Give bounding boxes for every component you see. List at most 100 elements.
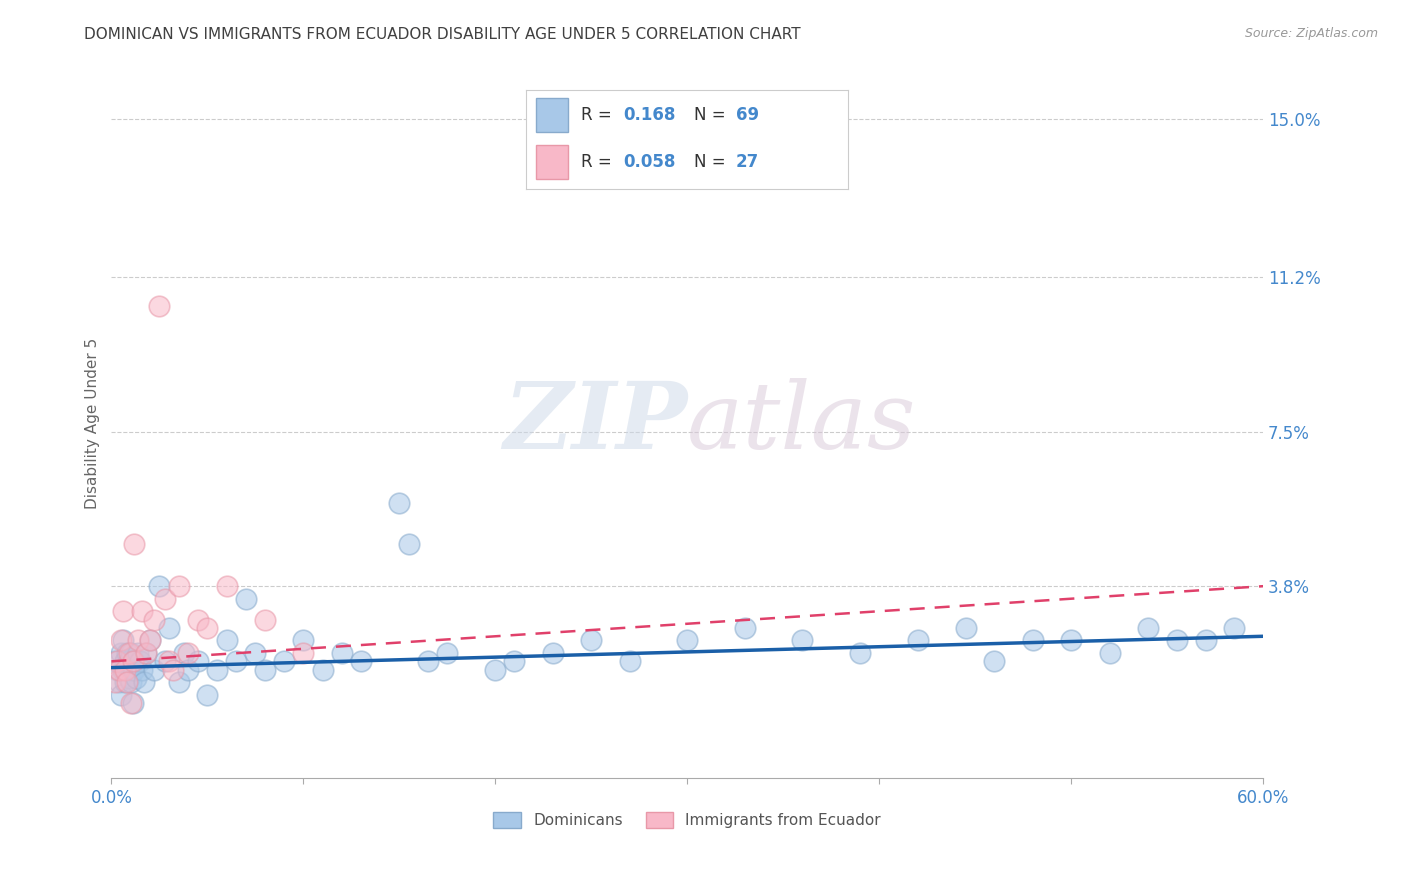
Text: atlas: atlas: [688, 378, 917, 468]
Point: [676, 633, 699, 648]
Point: [148, 579, 170, 593]
Point: [139, 633, 162, 648]
Point: [120, 675, 142, 690]
Point: [311, 663, 333, 677]
Point: [734, 621, 756, 635]
Point: [1060, 633, 1083, 648]
Point: [108, 663, 131, 677]
Point: [129, 654, 152, 668]
Point: [111, 663, 134, 677]
Point: [127, 646, 149, 660]
Point: [330, 646, 353, 660]
Point: [142, 663, 165, 677]
Point: [132, 675, 155, 690]
Point: [111, 633, 134, 648]
Point: [792, 633, 814, 648]
Point: [124, 654, 146, 668]
Point: [177, 646, 200, 660]
Point: [273, 654, 295, 668]
Point: [1223, 621, 1246, 635]
Point: [135, 646, 157, 660]
Point: [619, 654, 641, 668]
Text: DOMINICAN VS IMMIGRANTS FROM ECUADOR DISABILITY AGE UNDER 5 CORRELATION CHART: DOMINICAN VS IMMIGRANTS FROM ECUADOR DIS…: [84, 27, 801, 42]
Point: [124, 663, 146, 677]
Point: [245, 646, 267, 660]
Point: [118, 654, 141, 668]
Point: [350, 654, 373, 668]
Point: [235, 591, 257, 606]
Point: [398, 537, 420, 551]
Point: [114, 675, 136, 690]
Point: [135, 646, 157, 660]
Point: [849, 646, 872, 660]
Point: [205, 663, 228, 677]
Point: [115, 663, 138, 677]
Point: [173, 646, 195, 660]
Point: [484, 663, 506, 677]
Y-axis label: Disability Age Under 5: Disability Age Under 5: [86, 338, 100, 509]
Point: [541, 646, 564, 660]
Point: [388, 496, 411, 510]
Point: [187, 654, 209, 668]
Point: [148, 300, 170, 314]
Point: [907, 633, 929, 648]
Text: Source: ZipAtlas.com: Source: ZipAtlas.com: [1244, 27, 1378, 40]
Point: [105, 654, 128, 668]
Point: [118, 646, 141, 660]
Point: [121, 663, 143, 677]
Point: [195, 688, 218, 702]
Point: [118, 671, 141, 685]
Point: [581, 633, 603, 648]
Point: [120, 696, 142, 710]
Point: [157, 654, 180, 668]
Point: [105, 663, 128, 677]
Point: [114, 654, 136, 668]
Point: [1194, 633, 1216, 648]
Point: [125, 671, 148, 685]
Point: [167, 675, 190, 690]
Legend: Dominicans, Immigrants from Ecuador: Dominicans, Immigrants from Ecuador: [488, 806, 887, 834]
Point: [253, 613, 276, 627]
Point: [167, 579, 190, 593]
Point: [111, 604, 134, 618]
Point: [436, 646, 458, 660]
Point: [115, 646, 138, 660]
Point: [187, 613, 209, 627]
Point: [131, 604, 153, 618]
Point: [121, 654, 143, 668]
Point: [121, 696, 143, 710]
Point: [110, 646, 132, 660]
Point: [124, 537, 146, 551]
Point: [115, 675, 138, 690]
Point: [110, 633, 132, 648]
Point: [292, 633, 315, 648]
Point: [157, 621, 180, 635]
Point: [127, 633, 149, 648]
Point: [983, 654, 1005, 668]
Point: [162, 663, 184, 677]
Point: [1166, 633, 1188, 648]
Point: [120, 646, 142, 660]
Point: [503, 654, 526, 668]
Point: [104, 675, 127, 690]
Point: [292, 646, 315, 660]
Point: [153, 591, 176, 606]
Point: [195, 621, 218, 635]
Point: [215, 633, 238, 648]
Point: [1136, 621, 1159, 635]
Point: [416, 654, 439, 668]
Point: [131, 663, 153, 677]
Point: [110, 688, 132, 702]
Text: ZIP: ZIP: [503, 378, 688, 468]
Point: [108, 675, 131, 690]
Point: [104, 654, 127, 668]
Point: [114, 663, 136, 677]
Point: [215, 579, 238, 593]
Point: [955, 621, 977, 635]
Point: [253, 663, 276, 677]
Point: [177, 663, 200, 677]
Point: [225, 654, 247, 668]
Point: [1098, 646, 1121, 660]
Point: [1022, 633, 1045, 648]
Point: [142, 613, 165, 627]
